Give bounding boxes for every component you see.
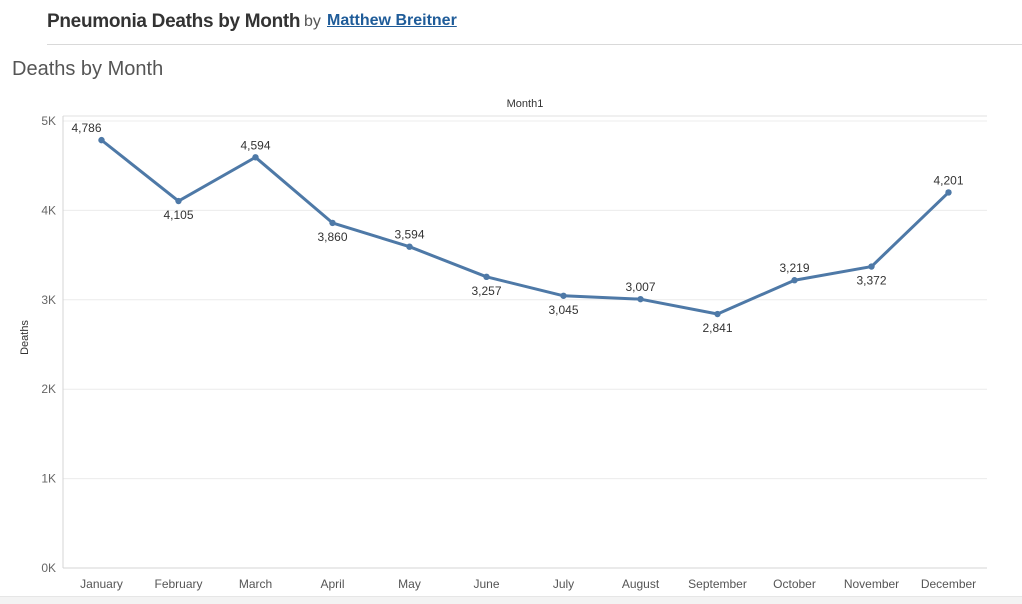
x-tick-label: February (154, 577, 202, 591)
x-tick-label: January (80, 577, 123, 591)
x-tick-label: March (239, 577, 272, 591)
x-tick-label: July (553, 577, 574, 591)
y-tick-label: 2K (41, 382, 56, 396)
x-tick-label: November (844, 577, 899, 591)
dashboard-header: Pneumonia Deaths by Month by Matthew Bre… (47, 8, 1022, 45)
x-tick-label: October (773, 577, 816, 591)
y-tick-label: 1K (41, 472, 56, 486)
x-tick-label: August (622, 577, 660, 591)
author-link[interactable]: Matthew Breitner (327, 12, 457, 29)
data-point[interactable] (175, 197, 182, 205)
data-point[interactable] (560, 292, 567, 299)
data-label: 4,201 (933, 173, 963, 187)
bottom-scroll-strip (0, 596, 1022, 604)
data-label: 3,372 (856, 274, 886, 288)
x-tick-label: September (688, 577, 747, 591)
data-point[interactable] (637, 295, 644, 303)
data-point[interactable] (98, 136, 105, 144)
sheet-title: Deaths by Month (12, 58, 164, 80)
data-label: 3,860 (317, 230, 347, 244)
data-point[interactable] (329, 219, 336, 227)
x-tick-label: May (398, 577, 421, 591)
data-point[interactable] (791, 277, 798, 284)
column-header-label: Month1 (507, 98, 544, 110)
x-tick-label: April (320, 577, 344, 591)
data-label: 3,007 (625, 280, 655, 294)
y-tick-label: 3K (41, 293, 56, 307)
y-tick-label: 4K (41, 203, 56, 217)
dashboard-title: Pneumonia Deaths by Month (47, 11, 301, 32)
x-tick-label: December (921, 577, 976, 591)
data-point[interactable] (714, 310, 721, 318)
data-label: 4,594 (240, 138, 270, 152)
data-point[interactable] (252, 154, 259, 161)
data-point[interactable] (483, 273, 490, 281)
data-label: 3,045 (548, 303, 578, 317)
data-point[interactable] (868, 263, 875, 270)
data-label: 4,786 (71, 121, 101, 135)
data-label: 3,219 (779, 261, 809, 275)
series-line[interactable] (100, 138, 950, 316)
data-label: 4,105 (163, 208, 193, 222)
y-axis-title: Deaths (19, 320, 31, 355)
data-point[interactable] (406, 243, 413, 250)
x-tick-label: June (473, 577, 499, 591)
data-label: 3,594 (394, 228, 424, 242)
y-tick-label: 0K (41, 561, 56, 575)
byline-prefix: by (304, 13, 321, 30)
data-point[interactable] (945, 189, 952, 196)
data-label: 2,841 (702, 321, 732, 335)
y-tick-label: 5K (41, 114, 56, 128)
data-label: 3,257 (471, 284, 501, 298)
